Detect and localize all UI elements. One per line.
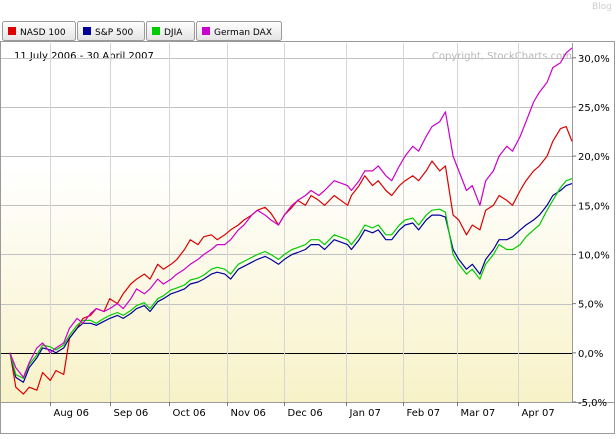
shaded-band (1, 165, 572, 402)
legend-swatch (83, 27, 91, 35)
chart-subtitle: 11 July 2006 - 30 April 2007 (14, 51, 154, 62)
y-tick-label: 0,0% (578, 349, 603, 360)
y-tick-label: 15,0% (578, 201, 610, 212)
x-tick-label: Apr 07 (522, 408, 555, 419)
legend-swatch (8, 27, 16, 35)
gridlines (1, 43, 615, 403)
chart-copyright: Copyright, StockCharts.com (432, 51, 572, 62)
legend-entry-2[interactable]: S&P 500 (77, 21, 145, 41)
x-tick-label: Oct 06 (173, 408, 206, 419)
y-tick-label: 25,0% (578, 103, 610, 114)
y-axis: -5,0% 0,0% 5,0% 10,0% 15,0% 20,0% 25,0% 30,0% (572, 54, 610, 409)
x-tick-label: Jan 07 (349, 408, 381, 419)
series-lines (9, 47, 573, 395)
x-tick-label: Nov 06 (231, 408, 266, 419)
series-line-2 (9, 183, 573, 383)
x-tick-label: Dec 06 (288, 408, 323, 419)
legend-entry-4[interactable]: German DAX (196, 21, 282, 41)
legend: NASD 100 S&P 500 DJIA German DAX (2, 21, 282, 41)
legend-label: S&P 500 (95, 28, 133, 38)
x-tick-label: Feb 07 (407, 408, 441, 419)
y-tick-label: 20,0% (578, 152, 610, 163)
y-tick-label: 30,0% (578, 54, 610, 65)
x-tick-label: Sep 06 (114, 408, 149, 419)
legend-label: NASD 100 (20, 28, 66, 38)
y-tick-label: -5,0% (578, 398, 607, 409)
legend-swatch (152, 27, 160, 35)
x-tick-label: Aug 06 (54, 408, 89, 419)
legend-label: DJIA (164, 28, 183, 38)
legend-entry-1[interactable]: NASD 100 (2, 21, 76, 41)
top-right-text[interactable]: Blog (592, 2, 612, 12)
legend-swatch (202, 27, 210, 35)
x-tick-label: Mar 07 (461, 408, 496, 419)
legend-entry-3[interactable]: DJIA (146, 21, 195, 41)
y-tick-label: 10,0% (578, 250, 610, 261)
y-tick-label: 5,0% (578, 300, 603, 311)
series-line-4 (9, 47, 573, 378)
x-axis: Aug 06 Sep 06 Oct 06 Nov 06 Dec 06 Jan 07 Feb … (50, 402, 555, 419)
legend-label: German DAX (214, 28, 272, 38)
series-line-3 (9, 178, 573, 379)
